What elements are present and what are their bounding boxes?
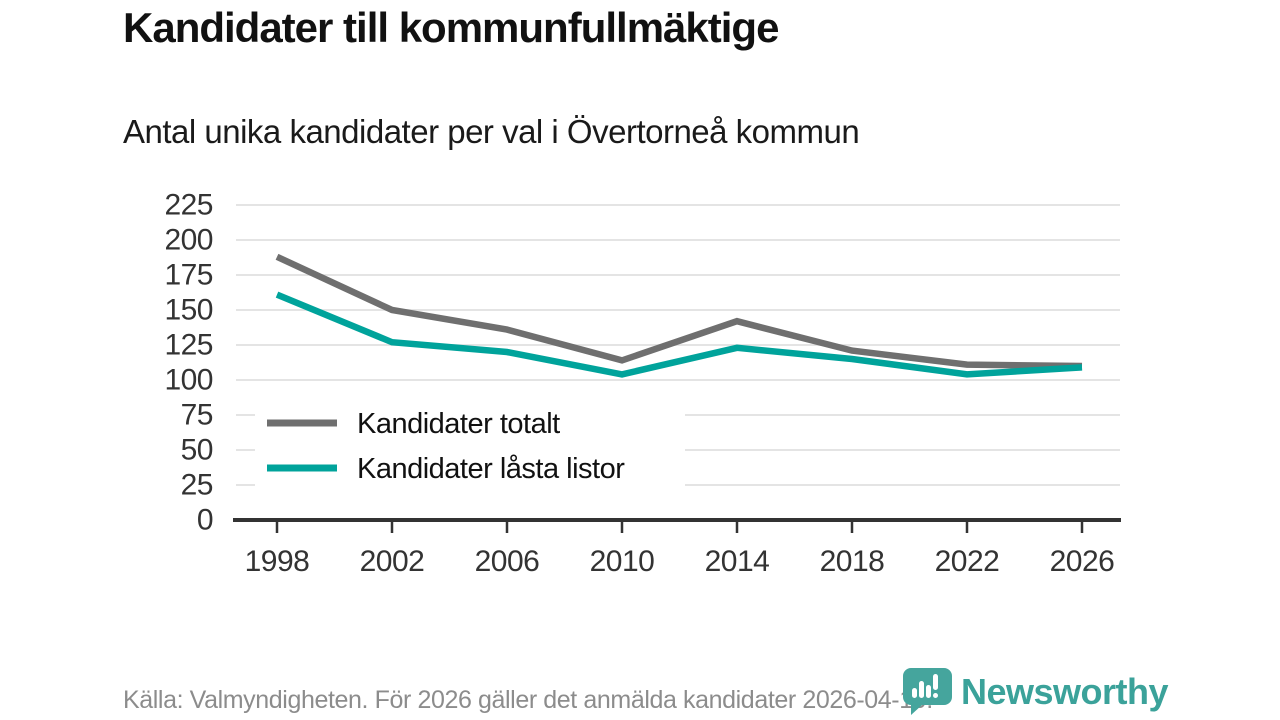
y-axis-tick-label: 225 [164, 189, 213, 222]
newsworthy-logo: Newsworthy [903, 668, 1169, 715]
x-axis-tick-label: 2006 [475, 545, 540, 578]
legend-label-total: Kandidater totalt [357, 408, 560, 440]
legend-background [255, 402, 685, 494]
legend-label-locked-lists: Kandidater låsta listor [357, 453, 625, 485]
y-axis-tick-label: 100 [164, 364, 213, 397]
series-lines [275, 253, 1083, 378]
x-axis-tick-label: 2022 [935, 545, 1000, 578]
x-axis-tick-label: 2014 [705, 545, 770, 578]
x-axis-tick-label: 2026 [1050, 545, 1115, 578]
series-line-1 [275, 291, 1083, 378]
x-axis-tick-label: 2002 [360, 545, 425, 578]
y-axis-tick-label: 75 [181, 399, 213, 432]
logo-bar-2 [919, 681, 924, 698]
legend: Kandidater totalt Kandidater låsta listo… [255, 402, 685, 494]
logo-bar-3 [926, 685, 931, 698]
x-axis-tick-label: 2010 [590, 545, 655, 578]
source-note: Källa: Valmyndigheten. För 2026 gäller d… [123, 686, 933, 714]
y-axis-tick-label: 125 [164, 329, 213, 362]
series-line-0 [275, 253, 1083, 370]
logo-exclamation-bar [933, 674, 938, 690]
grid-layer [236, 204, 1120, 533]
y-axis-tick-label: 200 [164, 224, 213, 257]
y-axis-tick-label: 25 [181, 469, 213, 502]
y-axis-tick-label: 150 [164, 294, 213, 327]
chart-title: Kandidater till kommunfullmäktige [123, 4, 779, 51]
y-axis-tick-label: 0 [197, 504, 213, 537]
x-axis-tick-label: 2018 [820, 545, 885, 578]
y-axis-tick-label: 175 [164, 259, 213, 292]
x-axis-tick-label: 1998 [245, 545, 310, 578]
newsworthy-logo-icon [903, 668, 952, 715]
y-axis-tick-label: 50 [181, 434, 213, 467]
logo-exclamation-dot [933, 693, 938, 698]
newsworthy-wordmark: Newsworthy [961, 670, 1169, 712]
logo-bar-1 [912, 688, 917, 698]
chart-subtitle: Antal unika kandidater per val i Övertor… [123, 113, 860, 150]
